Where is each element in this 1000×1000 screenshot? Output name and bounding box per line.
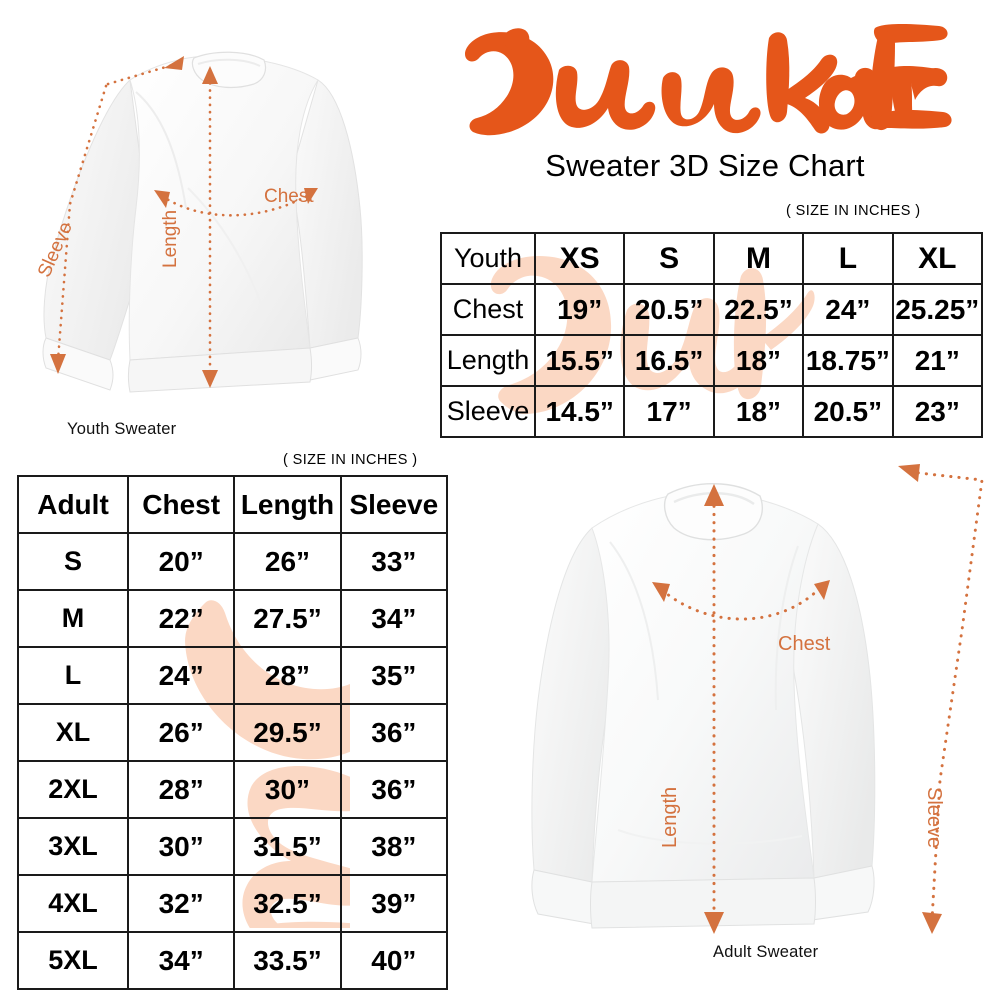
youth-length-s: 16.5” <box>623 334 715 387</box>
adult-size-5xl: 5XL <box>17 931 129 990</box>
adult-length-dimension-label: Length <box>659 786 681 848</box>
adult-sleeve-2xl: 36” <box>339 760 449 819</box>
youth-row-label-length: Length <box>440 334 536 387</box>
youth-size-table[interactable]: Youth XS S M L XL Chest 19” 20.5” 22.5” … <box>440 232 984 438</box>
adult-sleeve-4xl: 39” <box>339 874 449 933</box>
youth-length-xs: 15.5” <box>533 334 626 387</box>
youth-length-m: 18” <box>712 334 805 387</box>
adult-length-m: 27.5” <box>233 589 342 648</box>
youth-chest-s: 20.5” <box>623 283 715 336</box>
adult-sleeve-m: 34” <box>339 589 449 648</box>
adult-chest-4xl: 32” <box>126 874 236 933</box>
table-row-adult-5xl: 5XL 34” 33.5” 40” <box>17 931 449 990</box>
table-row-adult-header: Adult Chest Length Sleeve <box>17 475 449 534</box>
adult-sweater-caption: Adult Sweater <box>713 943 819 961</box>
youth-corner-label: Youth <box>440 232 536 285</box>
youth-sleeve-m: 18” <box>712 385 805 438</box>
table-row-adult-2xl: 2XL 28” 30” 36” <box>17 760 449 819</box>
adult-size-3xl: 3XL <box>17 817 129 876</box>
adult-header-sleeve: Sleeve <box>339 475 449 534</box>
youth-size-header-l: L <box>802 232 894 285</box>
youth-row-label-sleeve: Sleeve <box>440 385 536 438</box>
youth-units-note: ( SIZE IN INCHES ) <box>786 203 921 219</box>
table-row-youth-length: Length 15.5” 16.5” 18” 18.75” 21” <box>440 334 984 387</box>
adult-size-table[interactable]: Adult Chest Length Sleeve S 20” 26” 33” … <box>17 475 449 990</box>
youth-sleeve-s: 17” <box>623 385 715 438</box>
table-row-adult-3xl: 3XL 30” 31.5” 38” <box>17 817 449 876</box>
adult-chest-dimension-label: Chest <box>778 633 831 655</box>
youth-length-dimension-label: Length <box>160 209 181 268</box>
adult-sleeve-xl: 36” <box>339 703 449 762</box>
adult-length-s: 26” <box>233 532 342 591</box>
youth-size-header-s: S <box>623 232 715 285</box>
table-row-adult-l: L 24” 28” 35” <box>17 646 449 705</box>
table-row-adult-xl: XL 26” 29.5” 36” <box>17 703 449 762</box>
adult-sleeve-3xl: 38” <box>339 817 449 876</box>
adult-length-2xl: 30” <box>233 760 342 819</box>
adult-chest-5xl: 34” <box>126 931 236 990</box>
adult-sleeve-dimension-label: Sleeve <box>923 787 945 849</box>
adult-length-l: 28” <box>233 646 342 705</box>
adult-chest-m: 22” <box>126 589 236 648</box>
adult-sleeve-s: 33” <box>339 532 449 591</box>
adult-sleeve-5xl: 40” <box>339 931 449 990</box>
adult-chest-3xl: 30” <box>126 817 236 876</box>
adult-chest-s: 20” <box>126 532 236 591</box>
adult-header-length: Length <box>233 475 342 534</box>
youth-chest-xl: 25.25” <box>891 283 984 336</box>
adult-chest-2xl: 28” <box>126 760 236 819</box>
adult-header-chest: Chest <box>126 475 236 534</box>
youth-chest-m: 22.5” <box>712 283 805 336</box>
adult-length-xl: 29.5” <box>233 703 342 762</box>
youth-sleeve-xl: 23” <box>891 385 984 438</box>
adult-size-l: L <box>17 646 129 705</box>
table-row-adult-4xl: 4XL 32” 32.5” 39” <box>17 874 449 933</box>
table-row-youth-sleeve: Sleeve 14.5” 17” 18” 20.5” 23” <box>440 385 984 438</box>
page-title: Sweater 3D Size Chart <box>545 148 865 183</box>
youth-sweater-caption: Youth Sweater <box>67 420 177 438</box>
adult-size-4xl: 4XL <box>17 874 129 933</box>
table-row-youth-chest: Chest 19” 20.5” 22.5” 24” 25.25” <box>440 283 984 336</box>
adult-sleeve-l: 35” <box>339 646 449 705</box>
youth-sleeve-xs: 14.5” <box>533 385 626 438</box>
adult-length-4xl: 32.5” <box>233 874 342 933</box>
table-row-adult-s: S 20” 26” 33” <box>17 532 449 591</box>
adult-size-2xl: 2XL <box>17 760 129 819</box>
table-row-adult-m: M 22” 27.5” 34” <box>17 589 449 648</box>
youth-length-l: 18.75” <box>802 334 894 387</box>
adult-length-3xl: 31.5” <box>233 817 342 876</box>
adult-size-xl: XL <box>17 703 129 762</box>
adult-size-m: M <box>17 589 129 648</box>
youth-chest-dimension-label: Chest <box>264 186 314 207</box>
brand-logo <box>455 22 955 147</box>
youth-sweater-illustration <box>18 28 438 408</box>
youth-size-header-xs: XS <box>533 232 626 285</box>
adult-units-note: ( SIZE IN INCHES ) <box>283 452 418 468</box>
youth-length-xl: 21” <box>891 334 984 387</box>
adult-size-s: S <box>17 532 129 591</box>
table-row-youth-header: Youth XS S M L XL <box>440 232 984 285</box>
youth-row-label-chest: Chest <box>440 283 536 336</box>
adult-chest-l: 24” <box>126 646 236 705</box>
youth-sleeve-l: 20.5” <box>802 385 894 438</box>
youth-size-header-xl: XL <box>891 232 984 285</box>
adult-length-5xl: 33.5” <box>233 931 342 990</box>
youth-chest-xs: 19” <box>533 283 626 336</box>
youth-size-header-m: M <box>712 232 805 285</box>
adult-header-size: Adult <box>17 475 129 534</box>
adult-sweater-illustration <box>462 450 997 950</box>
adult-chest-xl: 26” <box>126 703 236 762</box>
youth-chest-l: 24” <box>802 283 894 336</box>
